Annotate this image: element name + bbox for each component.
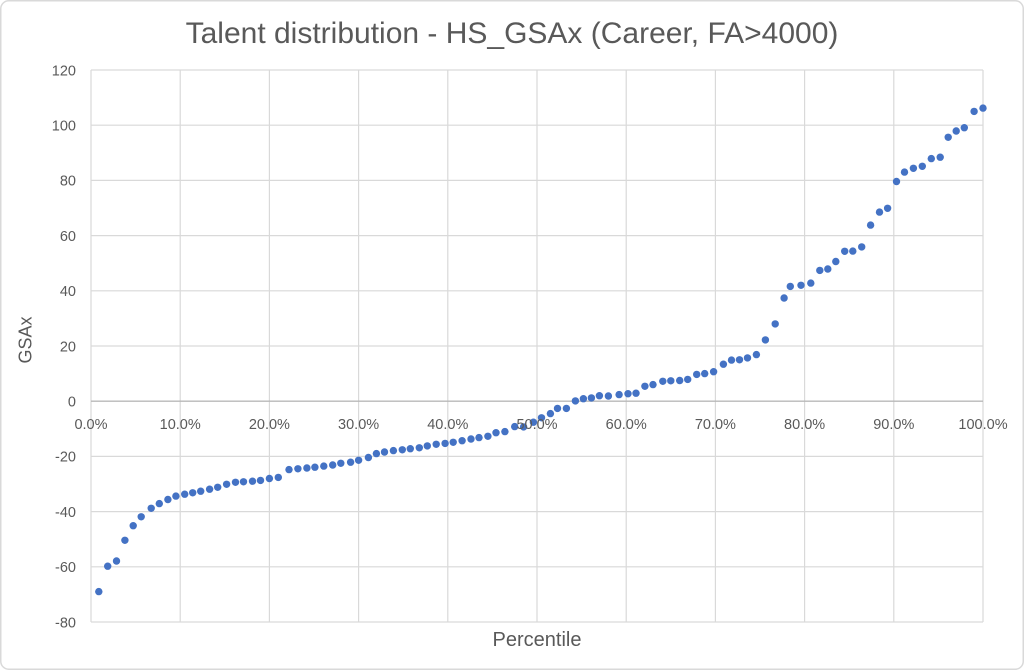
svg-text:40: 40 bbox=[60, 284, 76, 300]
svg-text:20: 20 bbox=[60, 339, 76, 355]
svg-text:0: 0 bbox=[68, 395, 76, 411]
svg-text:60: 60 bbox=[60, 229, 76, 245]
svg-text:-60: -60 bbox=[55, 560, 76, 576]
svg-text:-80: -80 bbox=[55, 615, 76, 631]
svg-text:-20: -20 bbox=[55, 450, 76, 466]
svg-text:60.0%: 60.0% bbox=[606, 417, 647, 433]
svg-text:-40: -40 bbox=[55, 505, 76, 521]
svg-text:Talent distribution - HS_GSAx: Talent distribution - HS_GSAx (Career, F… bbox=[186, 17, 839, 50]
svg-text:Percentile: Percentile bbox=[493, 629, 582, 651]
svg-text:70.0%: 70.0% bbox=[695, 417, 736, 433]
svg-text:50.0%: 50.0% bbox=[516, 417, 557, 433]
svg-text:90.0%: 90.0% bbox=[873, 417, 914, 433]
svg-text:0.0%: 0.0% bbox=[74, 417, 107, 433]
svg-text:100: 100 bbox=[52, 119, 76, 135]
svg-text:100.0%: 100.0% bbox=[958, 417, 1007, 433]
svg-text:30.0%: 30.0% bbox=[338, 417, 379, 433]
svg-text:40.0%: 40.0% bbox=[427, 417, 468, 433]
svg-text:120: 120 bbox=[52, 63, 76, 79]
svg-text:20.0%: 20.0% bbox=[249, 417, 290, 433]
svg-text:80.0%: 80.0% bbox=[784, 417, 825, 433]
svg-text:10.0%: 10.0% bbox=[160, 417, 201, 433]
svg-text:GSAx: GSAx bbox=[16, 316, 36, 363]
svg-text:80: 80 bbox=[60, 174, 76, 190]
